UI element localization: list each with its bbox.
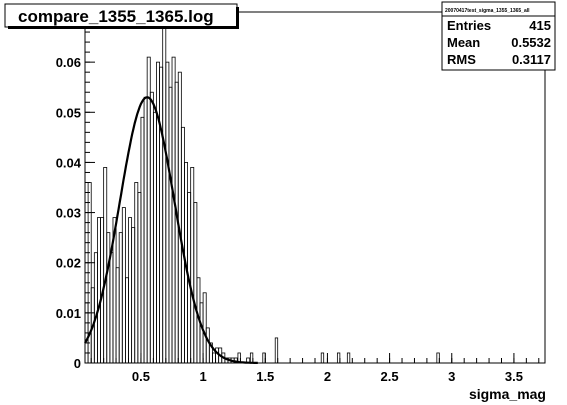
histogram-bin — [436, 352, 440, 364]
y-tick-label: 0.04 — [56, 155, 82, 170]
x-axis-label: sigma_mag — [469, 386, 546, 402]
histogram-bin — [336, 352, 341, 364]
y-tick-label: 0.06 — [56, 55, 81, 70]
y-tick-label: 0.03 — [56, 206, 81, 221]
histogram-bin — [320, 352, 325, 364]
y-tick-label: 0 — [74, 356, 81, 371]
stats-label-entries: Entries — [447, 18, 491, 33]
stats-label-rms: RMS — [447, 52, 476, 67]
stats-box: 20070417test_sigma_1355_1365_all Entries… — [441, 1, 556, 71]
stats-value-rms: 0.3117 — [512, 52, 551, 67]
y-tick-label: 0.02 — [56, 256, 81, 271]
axis-ticks: 00.010.020.030.040.050.060.070.511.522.5… — [56, 5, 540, 384]
stats-label-mean: Mean — [447, 35, 480, 50]
y-tick-label: 0.01 — [56, 306, 81, 321]
x-tick-label: 2.5 — [381, 369, 399, 384]
histogram-bars — [84, 11, 440, 364]
stats-value-entries: 415 — [529, 18, 551, 33]
stats-value-mean: 0.5532 — [511, 35, 551, 50]
gaussian-fit-curve — [84, 96, 258, 364]
chart-title: compare_1355_1365.log — [18, 7, 214, 26]
x-tick-label: 3.5 — [505, 369, 523, 384]
x-tick-label: 1.5 — [256, 369, 274, 384]
y-tick-label: 0.05 — [56, 105, 81, 120]
x-tick-label: 1 — [199, 369, 206, 384]
x-tick-label: 2 — [324, 369, 331, 384]
histogram-bin — [274, 337, 279, 364]
x-tick-label: 3 — [448, 369, 455, 384]
title-box: compare_1355_1365.log — [4, 3, 239, 29]
histogram-bin — [346, 352, 351, 364]
x-tick-label: 0.5 — [132, 369, 150, 384]
stats-name: 20070417test_sigma_1355_1365_all — [445, 8, 530, 14]
